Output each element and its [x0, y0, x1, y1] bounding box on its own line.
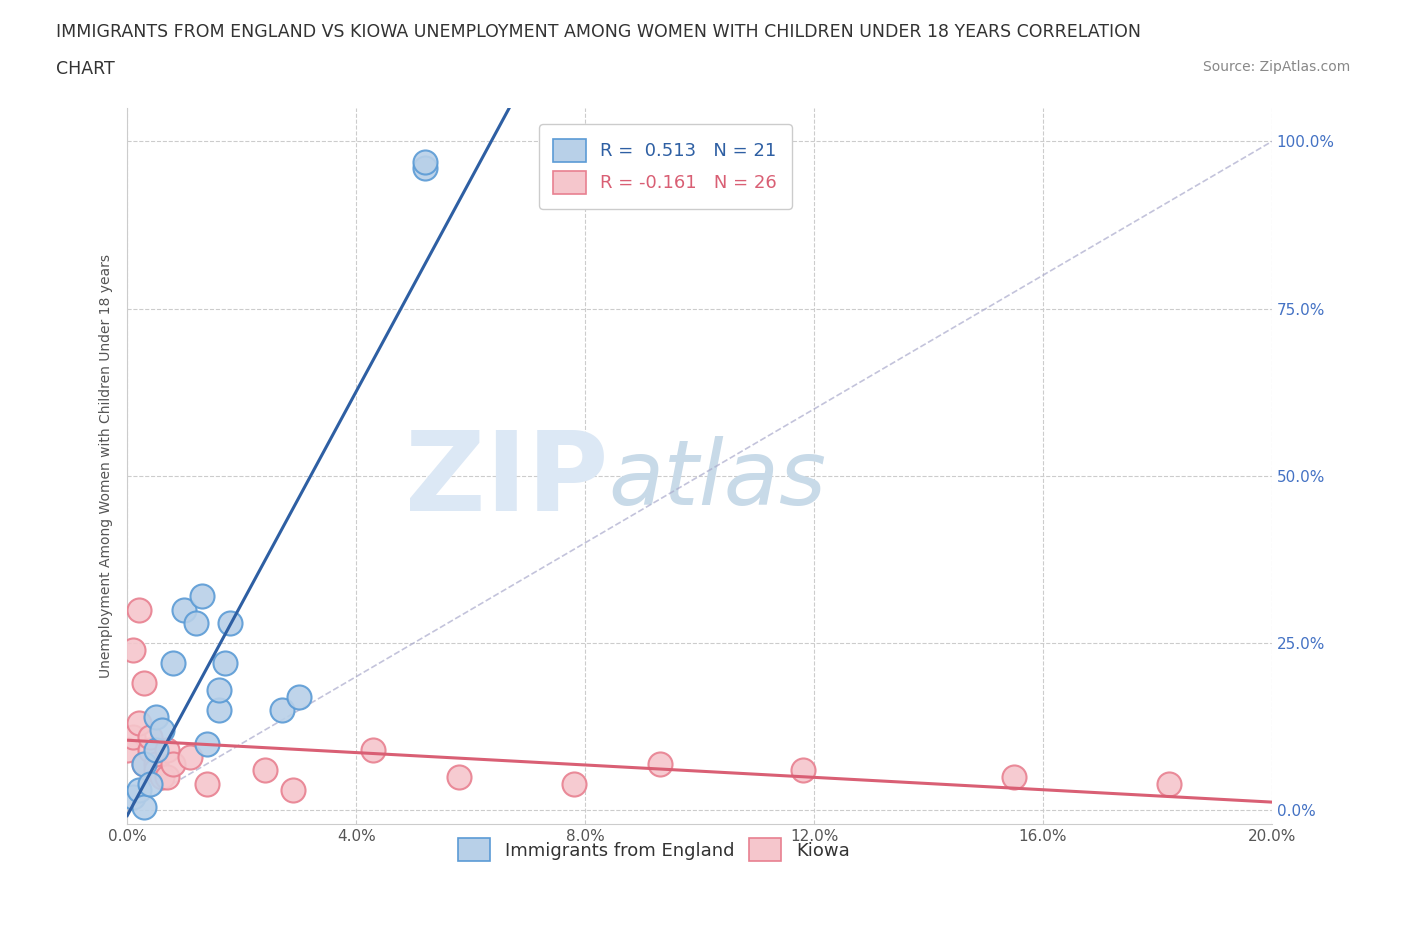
- Point: [253, 763, 276, 777]
- Text: ZIP: ZIP: [405, 427, 607, 534]
- Point: [562, 777, 585, 791]
- Point: [145, 763, 167, 777]
- Point: [1157, 777, 1180, 791]
- Point: [145, 710, 167, 724]
- Point: [413, 161, 436, 176]
- Point: [122, 643, 145, 658]
- Text: Source: ZipAtlas.com: Source: ZipAtlas.com: [1202, 60, 1350, 74]
- Point: [128, 716, 150, 731]
- Point: [134, 756, 156, 771]
- Point: [128, 603, 150, 618]
- Point: [208, 703, 231, 718]
- Point: [208, 683, 231, 698]
- Point: [117, 743, 139, 758]
- Point: [122, 790, 145, 804]
- Point: [179, 750, 201, 764]
- Point: [195, 777, 218, 791]
- Point: [134, 676, 156, 691]
- Text: CHART: CHART: [56, 60, 115, 78]
- Point: [283, 783, 305, 798]
- Point: [156, 743, 179, 758]
- Point: [162, 756, 184, 771]
- Y-axis label: Unemployment Among Women with Children Under 18 years: Unemployment Among Women with Children U…: [100, 254, 114, 678]
- Point: [139, 729, 162, 744]
- Point: [288, 689, 311, 704]
- Point: [214, 656, 236, 671]
- Point: [145, 756, 167, 771]
- Point: [134, 756, 156, 771]
- Point: [173, 603, 195, 618]
- Point: [184, 616, 207, 631]
- Point: [792, 763, 814, 777]
- Point: [150, 723, 173, 737]
- Point: [122, 729, 145, 744]
- Point: [413, 154, 436, 169]
- Point: [190, 589, 212, 604]
- Point: [449, 769, 471, 784]
- Point: [195, 737, 218, 751]
- Point: [156, 769, 179, 784]
- Point: [648, 756, 671, 771]
- Point: [134, 800, 156, 815]
- Point: [145, 743, 167, 758]
- Point: [1002, 769, 1025, 784]
- Point: [219, 616, 242, 631]
- Text: IMMIGRANTS FROM ENGLAND VS KIOWA UNEMPLOYMENT AMONG WOMEN WITH CHILDREN UNDER 18: IMMIGRANTS FROM ENGLAND VS KIOWA UNEMPLO…: [56, 23, 1142, 41]
- Point: [139, 777, 162, 791]
- Point: [162, 656, 184, 671]
- Legend: Immigrants from England, Kiowa: Immigrants from England, Kiowa: [451, 830, 856, 869]
- Point: [150, 769, 173, 784]
- Point: [128, 783, 150, 798]
- Point: [139, 743, 162, 758]
- Text: atlas: atlas: [607, 436, 825, 525]
- Point: [270, 703, 292, 718]
- Point: [363, 743, 385, 758]
